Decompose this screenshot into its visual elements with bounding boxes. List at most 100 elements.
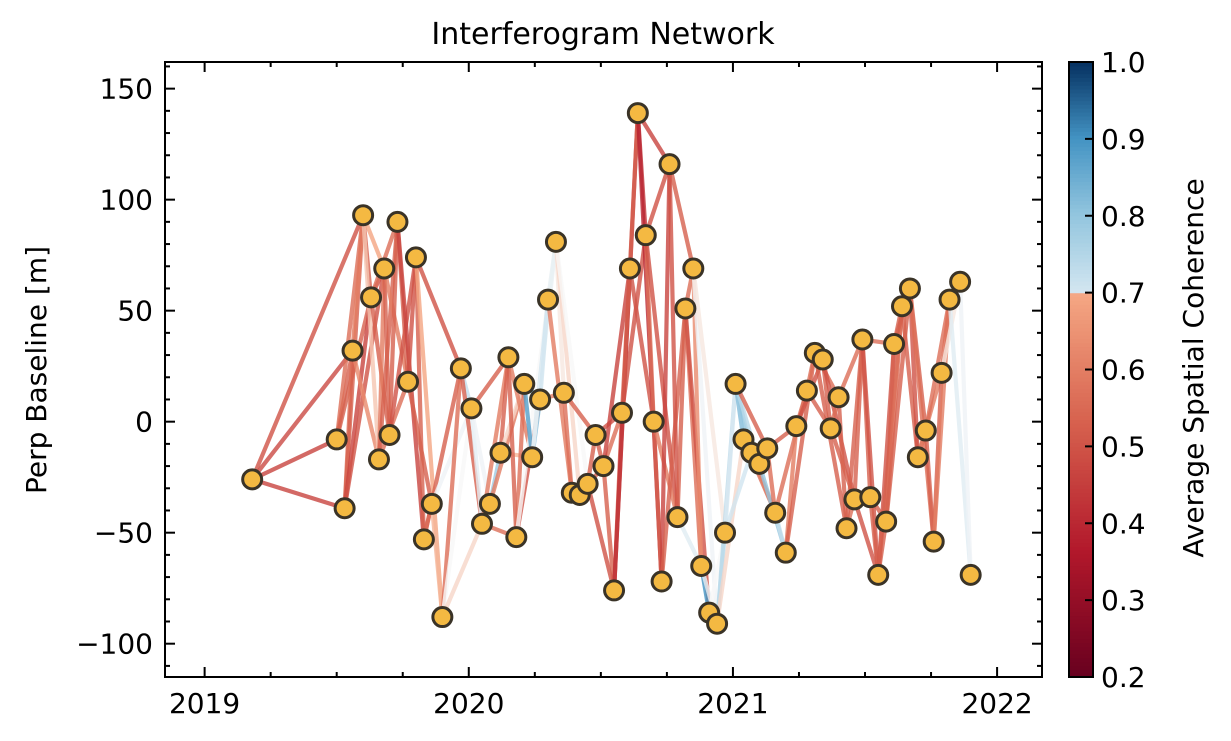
acquisition-node	[513, 372, 536, 395]
acquisition-node	[378, 423, 401, 446]
chart-title: Interferogram Network	[431, 17, 775, 52]
colorbar-band	[1069, 404, 1093, 409]
colorbar-band	[1069, 484, 1093, 490]
colorbar-band	[1069, 415, 1093, 421]
colorbar-band	[1069, 361, 1093, 367]
colorbar-band	[1069, 219, 1093, 225]
colorbar-band	[1069, 511, 1093, 517]
colorbar-band	[1069, 373, 1093, 378]
colorbar-band	[1069, 127, 1093, 132]
network-edge	[812, 350, 849, 531]
colorbar-band	[1069, 607, 1093, 613]
acquisition-node	[706, 612, 729, 635]
acquisition-node	[674, 297, 697, 320]
acquisition-node	[883, 332, 906, 355]
network-edge	[342, 266, 387, 511]
network-edge	[350, 213, 366, 353]
colorbar-band	[1069, 473, 1093, 478]
colorbar-band	[1069, 577, 1093, 582]
colorbar-band	[1069, 62, 1093, 67]
colorbar-tick-label: 0.2	[1101, 661, 1146, 694]
colorbar-band	[1069, 411, 1093, 417]
colorbar-band	[1069, 211, 1093, 217]
colorbar-band	[1069, 281, 1093, 286]
colorbar-band	[1069, 234, 1093, 240]
colorbar-band	[1069, 592, 1093, 597]
colorbar-band	[1069, 384, 1093, 390]
colorbar-band	[1069, 596, 1093, 601]
colorbar-band	[1069, 311, 1093, 317]
network-edge	[852, 497, 881, 577]
colorbar-band	[1069, 365, 1093, 371]
colorbar-tick-label: 0.5	[1101, 430, 1146, 463]
colorbar-band	[1069, 507, 1093, 513]
colorbar-band	[1069, 523, 1093, 528]
acquisition-node	[875, 510, 898, 533]
colorbar-band	[1069, 100, 1093, 105]
colorbar-band	[1069, 300, 1093, 305]
colorbar-band	[1069, 454, 1093, 459]
acquisition-node	[827, 386, 850, 409]
colorbar-band	[1069, 407, 1093, 413]
colorbar-band	[1069, 204, 1093, 209]
colorbar-band	[1069, 142, 1093, 148]
colorbar-tick-label: 0.9	[1101, 123, 1146, 156]
x-tick-label: 2020	[433, 687, 504, 720]
acquisition-node	[626, 102, 649, 125]
acquisition-node	[449, 357, 472, 380]
acquisition-node	[603, 579, 626, 602]
acquisition-node	[922, 530, 945, 553]
network-edge	[561, 390, 574, 495]
acquisition-node	[890, 295, 913, 318]
network-edge	[440, 366, 463, 620]
colorbar-gradient	[1069, 62, 1093, 678]
network-edge	[250, 213, 366, 482]
acquisition-node	[404, 246, 427, 269]
network-edge	[250, 348, 355, 482]
network-edge	[506, 355, 519, 540]
colorbar-band	[1069, 357, 1093, 363]
colorbar-band	[1069, 369, 1093, 374]
colorbar-band	[1069, 338, 1093, 344]
colorbar-band	[1069, 173, 1093, 178]
colorbar-band	[1069, 227, 1093, 232]
nodes-layer	[241, 102, 982, 635]
colorbar-band	[1069, 527, 1093, 532]
colorbar-band	[1069, 319, 1093, 324]
colorbar-band	[1069, 530, 1093, 536]
network-edge	[722, 381, 738, 535]
colorbar-band	[1069, 446, 1093, 451]
acquisition-node	[420, 492, 443, 515]
colorbar-band	[1069, 73, 1093, 78]
colorbar-band	[1069, 284, 1093, 290]
network-edge	[643, 233, 656, 424]
colorbar-band	[1069, 196, 1093, 201]
colorbar-band	[1069, 488, 1093, 494]
colorbar-band	[1069, 115, 1093, 121]
colorbar-band	[1069, 469, 1093, 474]
colorbar-band	[1069, 634, 1093, 640]
acquisition-node	[867, 563, 890, 586]
colorbar-band	[1069, 554, 1093, 559]
colorbar-band	[1069, 215, 1093, 221]
acquisition-node	[397, 370, 420, 393]
colorbar-band	[1069, 557, 1093, 563]
y-tick-label: 50	[117, 295, 153, 328]
network-edge	[601, 463, 617, 593]
network-edge	[643, 162, 672, 238]
colorbar: 1.0 0.9 0.8 0.7 0.6 0.5 0.4 0.3 0.2 Average Spat…	[1068, 46, 1210, 694]
colorbar-band	[1069, 246, 1093, 251]
network-edge	[250, 437, 339, 482]
colorbar-band	[1069, 161, 1093, 167]
colorbar-band	[1069, 661, 1093, 667]
network-edge	[553, 239, 590, 486]
colorbar-band	[1069, 392, 1093, 398]
acquisition-node	[930, 361, 953, 384]
network-edge	[691, 266, 728, 535]
colorbar-tick-label: 0.4	[1101, 507, 1146, 540]
network-edge	[691, 266, 720, 626]
acquisition-node	[478, 492, 501, 515]
colorbar-band	[1069, 573, 1093, 578]
colorbar-band	[1069, 657, 1093, 663]
